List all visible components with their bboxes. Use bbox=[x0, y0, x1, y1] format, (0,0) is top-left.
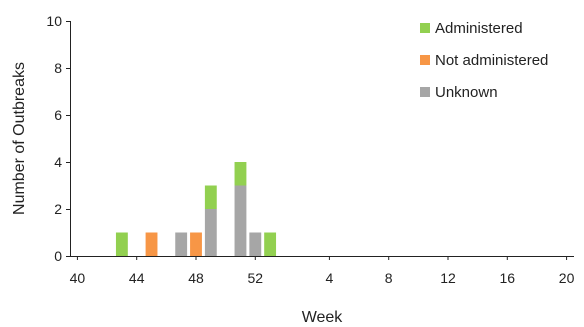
x-tick-label: 40 bbox=[70, 270, 86, 286]
x-tick-label: 44 bbox=[129, 270, 145, 286]
x-tick-label: 4 bbox=[326, 270, 334, 286]
x-tick-label: 12 bbox=[440, 270, 456, 286]
legend-swatch bbox=[420, 23, 430, 33]
bar-segment bbox=[145, 232, 158, 256]
bar-segment bbox=[115, 232, 128, 256]
legend-swatch bbox=[420, 87, 430, 97]
bars-group bbox=[115, 162, 277, 256]
y-tick-label: 4 bbox=[54, 154, 62, 170]
legend-label: Administered bbox=[435, 20, 523, 37]
bar-segment bbox=[234, 185, 247, 256]
y-axis-title: Number of Outbreaks bbox=[11, 62, 28, 215]
legend-label: Unknown bbox=[435, 84, 498, 101]
x-tick-label: 8 bbox=[385, 270, 393, 286]
bar-segment bbox=[204, 209, 217, 256]
bar-segment bbox=[249, 232, 262, 256]
y-tick-label: 0 bbox=[54, 248, 62, 264]
bar-segment bbox=[234, 162, 247, 186]
legend: Administered Not administered Unknown bbox=[420, 20, 548, 101]
y-ticks-group: 0 2 4 6 8 10 bbox=[46, 13, 70, 264]
x-axis-title: Week bbox=[302, 309, 344, 326]
y-tick-label: 2 bbox=[54, 201, 62, 217]
x-tick-label: 52 bbox=[248, 270, 264, 286]
y-tick-label: 8 bbox=[54, 60, 62, 76]
legend-swatch bbox=[420, 55, 430, 65]
y-tick-label: 6 bbox=[54, 107, 62, 123]
x-tick-label: 16 bbox=[500, 270, 516, 286]
x-tick-label: 20 bbox=[559, 270, 575, 286]
x-tick-label: 48 bbox=[188, 270, 204, 286]
y-tick-label: 10 bbox=[46, 13, 62, 29]
legend-label: Not administered bbox=[435, 52, 548, 69]
bar-segment bbox=[204, 185, 217, 209]
bar-segment bbox=[175, 232, 188, 256]
x-ticks-group: 40 44 48 52 4 8 12 16 20 bbox=[70, 256, 575, 286]
bar-segment bbox=[190, 232, 202, 256]
bar-segment bbox=[264, 232, 277, 256]
